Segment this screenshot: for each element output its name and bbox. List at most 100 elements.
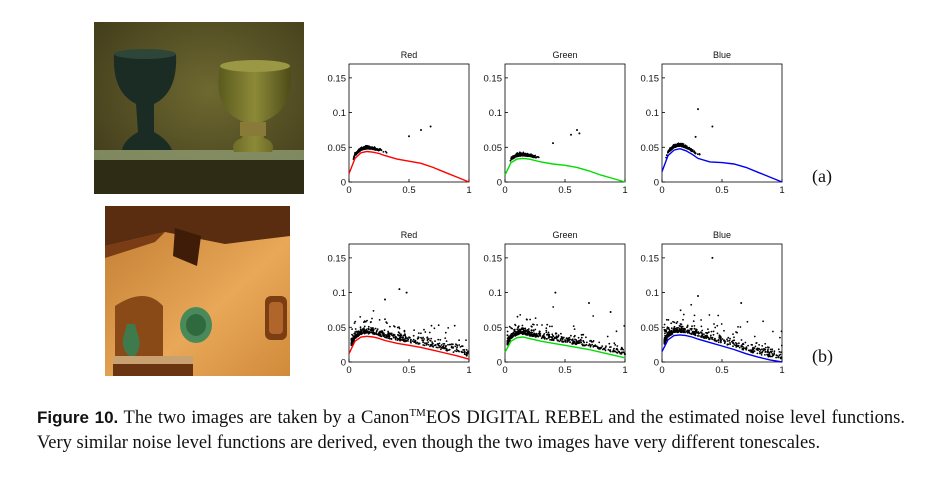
scatter-point: [775, 354, 778, 357]
scatter-point: [585, 336, 587, 339]
scatter-point: [354, 328, 357, 330]
scatter-point: [376, 328, 379, 330]
trademark-superscript: TM: [409, 407, 426, 419]
noise-level-curve: [348, 150, 470, 183]
scatter-point: [764, 342, 767, 345]
scatter-point: [360, 329, 363, 332]
scatter-point: [674, 143, 677, 146]
scatter-point: [669, 330, 671, 332]
scatter-point: [390, 337, 393, 340]
scatter-point: [386, 333, 389, 336]
y-tick-label: 0.05: [641, 143, 660, 154]
scatter-point: [723, 329, 725, 332]
scatter-point: [524, 153, 526, 156]
scatter-point: [449, 343, 452, 346]
outlier-point: [552, 142, 554, 145]
scatter-point: [411, 340, 414, 342]
scatter-point: [677, 327, 680, 329]
scatter-point: [522, 151, 525, 154]
photo-glasses-image: [94, 22, 304, 194]
scatter-point: [355, 336, 357, 339]
scatter-point: [612, 350, 615, 352]
y-tick-label: 0.05: [328, 143, 347, 154]
scatter-point: [526, 153, 529, 156]
noise-level-curve: [661, 147, 783, 183]
scatter-point: [558, 340, 561, 343]
scatter-point: [384, 150, 387, 153]
scatter-point: [726, 343, 729, 346]
scatter-point: [707, 331, 710, 334]
scatter-point: [417, 332, 420, 334]
scatter-point: [402, 334, 405, 337]
figure-label: Figure 10.: [37, 408, 119, 427]
x-tick-label: 1: [779, 365, 784, 376]
caption-text-1: The two images are taken by a Canon: [118, 408, 410, 428]
scatter-point: [350, 341, 353, 343]
scatter-point: [616, 345, 619, 347]
scatter-point: [510, 156, 513, 158]
scatter-point: [751, 351, 754, 354]
scatter-point: [350, 343, 353, 346]
scatter-point: [519, 332, 521, 334]
scatter-points: [506, 306, 626, 356]
scatter-point: [524, 327, 527, 330]
scatter-point: [592, 315, 595, 317]
scatter-points: [352, 144, 388, 160]
scatter-point: [562, 340, 564, 343]
scatter-point: [750, 350, 753, 353]
scatter-point: [717, 314, 720, 317]
outlier-point: [740, 302, 743, 304]
scatter-point: [458, 344, 461, 346]
x-tick-label: 0.5: [402, 365, 415, 376]
scatter-point: [383, 329, 386, 332]
scatter-point: [531, 331, 534, 334]
scatter-point: [665, 318, 668, 321]
scatter-point: [678, 327, 681, 330]
scatter-point: [694, 152, 697, 155]
scatter-point: [670, 327, 673, 330]
x-tick-label: 0: [346, 365, 351, 376]
scatter-point: [399, 339, 401, 342]
scatter-point: [757, 347, 760, 350]
y-tick-label: 0.1: [489, 288, 502, 299]
scatter-point: [437, 346, 439, 349]
scatter-point: [428, 338, 430, 340]
scatter-point: [713, 323, 715, 325]
scatter-point: [438, 346, 441, 349]
scatter-point: [530, 153, 532, 156]
scatter-point: [377, 333, 380, 336]
scatter-point: [677, 331, 680, 334]
scatter-point: [673, 325, 676, 328]
scatter-point: [458, 350, 460, 353]
y-tick-label: 0.1: [333, 108, 346, 119]
scatter-point: [578, 342, 580, 345]
scatter-point: [729, 337, 731, 340]
scatter-point: [369, 331, 372, 334]
scatter-point: [694, 332, 697, 335]
scatter-point: [460, 345, 463, 348]
scatter-point: [353, 333, 356, 335]
x-tick-label: 1: [466, 365, 471, 376]
scatter-point: [732, 345, 734, 348]
scatter-point: [689, 149, 692, 152]
x-tick-label: 0.5: [715, 185, 728, 196]
x-tick-label: 0.5: [402, 185, 415, 196]
scatter-point: [506, 330, 509, 333]
scatter-point: [742, 343, 745, 346]
scatter-point: [764, 348, 767, 351]
scatter-point: [379, 334, 382, 336]
scatter-point: [441, 346, 444, 349]
scatter-point: [701, 329, 704, 332]
scatter-point: [431, 341, 434, 343]
scatter-point: [353, 322, 356, 324]
scatter-point: [684, 145, 687, 147]
scatter-point: [667, 319, 670, 321]
scatter-point: [437, 338, 440, 341]
scatter-point: [733, 336, 735, 339]
outlier-point: [697, 295, 699, 298]
outlier-point: [405, 291, 408, 294]
scatter-point: [422, 336, 424, 339]
scatter-point: [355, 330, 358, 333]
scatter-point: [772, 354, 774, 357]
scatter-point: [601, 345, 604, 347]
